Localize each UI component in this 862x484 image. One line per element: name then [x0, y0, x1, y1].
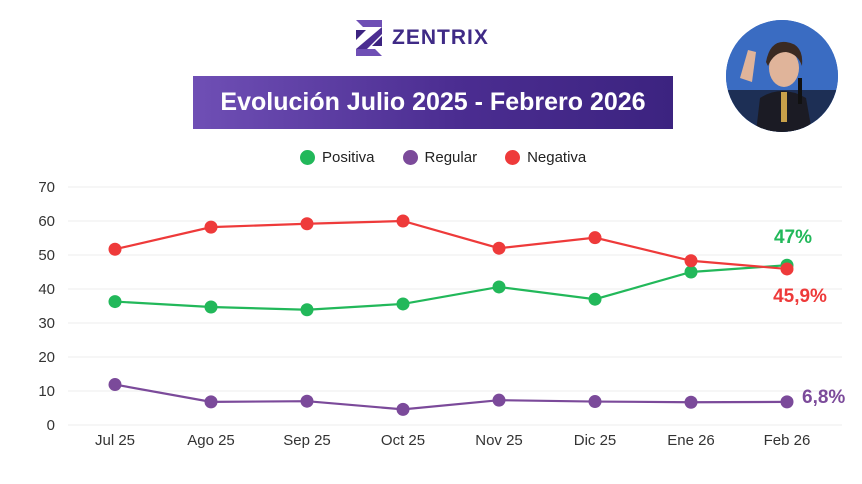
x-tick-label: Ago 25 [187, 432, 235, 449]
y-tick-label: 40 [38, 281, 55, 298]
y-tick-label: 10 [38, 383, 55, 400]
x-tick-label: Sep 25 [283, 432, 331, 449]
x-tick-label: Ene 26 [667, 432, 715, 449]
legend-item-negativa: Negativa [505, 149, 586, 166]
legend-label-positiva: Positiva [322, 148, 375, 166]
end-label-regular: 6,8% [802, 387, 845, 408]
x-tick-label: Feb 26 [764, 432, 811, 449]
data-point-regular [780, 395, 794, 409]
data-point-negativa [108, 242, 122, 256]
data-point-regular [588, 395, 602, 409]
data-point-regular [684, 395, 698, 409]
y-tick-label: 20 [38, 349, 55, 366]
legend-dot-negativa [505, 149, 521, 165]
series-line-regular [114, 383, 788, 411]
x-tick-label: Oct 25 [381, 432, 425, 449]
data-point-negativa [396, 214, 410, 228]
legend-item-regular: Regular [402, 148, 478, 166]
data-point-negativa [300, 217, 314, 231]
data-point-positiva [684, 265, 698, 279]
legend-dot-positiva [300, 149, 315, 165]
data-point-positiva [300, 303, 314, 317]
legend-label-negativa: Negativa [527, 148, 587, 166]
data-point-regular [108, 378, 122, 392]
end-label-negativa: 45,9% [773, 286, 827, 307]
x-tick-label: Dic 25 [574, 432, 617, 449]
brand-name: ZENTRIX [392, 26, 489, 49]
data-point-negativa [780, 262, 794, 276]
data-point-positiva [588, 292, 602, 306]
data-point-negativa [204, 220, 218, 234]
data-point-positiva [396, 297, 410, 311]
page-title: Evolución Julio 2025 - Febrero 2026 [193, 76, 673, 129]
zentrix-logo-icon [356, 20, 382, 56]
legend-label-regular: Regular [424, 148, 478, 166]
data-point-regular [300, 394, 314, 408]
data-point-negativa [588, 231, 602, 245]
y-tick-label: 50 [38, 247, 55, 264]
x-tick-label: Nov 25 [475, 432, 523, 449]
data-point-regular [204, 395, 218, 409]
brand-logo: ZENTRIX [352, 16, 489, 60]
data-point-negativa [492, 241, 506, 255]
y-tick-label: 30 [38, 315, 55, 332]
data-point-negativa [684, 254, 698, 268]
x-tick-label: Jul 25 [95, 432, 135, 449]
y-tick-label: 70 [38, 179, 55, 196]
data-point-positiva [108, 295, 122, 309]
chart-legend: Positiva Regular Negativa [300, 146, 614, 168]
end-label-positiva: 47% [774, 227, 812, 248]
data-point-positiva [492, 280, 506, 294]
data-point-positiva [204, 300, 218, 314]
legend-item-positiva: Positiva [300, 149, 375, 166]
series-line-negativa [114, 219, 788, 271]
legend-dot-regular [402, 149, 418, 165]
y-tick-label: 0 [47, 417, 55, 434]
person-photo [726, 20, 838, 132]
series-line-positiva [114, 264, 788, 311]
data-point-regular [396, 402, 410, 416]
data-point-regular [492, 393, 506, 407]
y-tick-label: 60 [38, 213, 55, 230]
